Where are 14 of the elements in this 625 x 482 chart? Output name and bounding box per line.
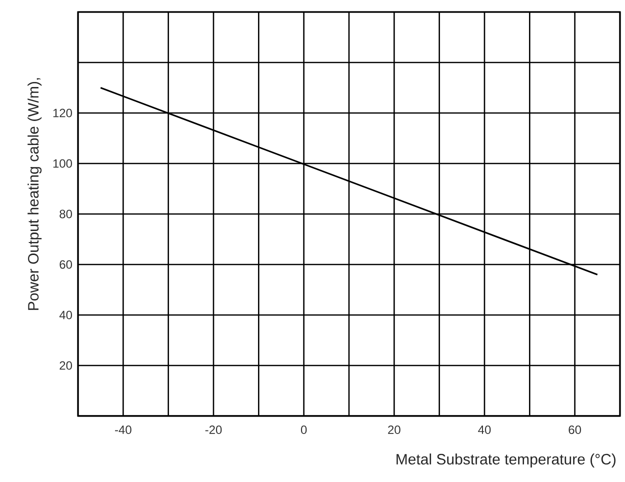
x-axis-title: Metal Substrate temperature (°C)	[396, 454, 616, 468]
y-tick-label: 20	[60, 361, 72, 370]
y-tick-label: 100	[53, 159, 72, 168]
y-tick-label: 80	[60, 210, 72, 218]
x-tick-label: -20	[205, 426, 222, 434]
x-tick-label: 0	[300, 426, 307, 434]
y-tick-label: 120	[53, 108, 72, 118]
x-tick-label: -40	[115, 426, 132, 434]
y-tick-label: 40	[59, 310, 72, 320]
x-tick-label: 20	[388, 426, 400, 434]
y-tick-label: 60	[60, 260, 72, 269]
y-axis-title: Power Output heating cable (W/m),	[28, 78, 42, 310]
x-tick-label: 60	[568, 426, 582, 434]
x-tick-label: 40	[478, 426, 491, 434]
